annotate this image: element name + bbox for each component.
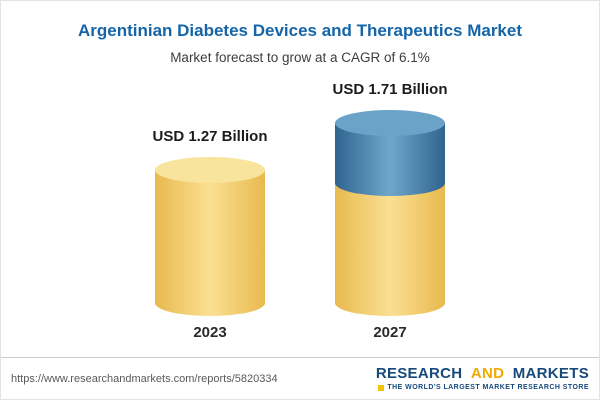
logo-word-markets: MARKETS: [512, 364, 589, 382]
cylinder-2027: [335, 110, 445, 316]
bars-area: USD 1.27 Billion 2023 USD 1.71 Billion 2…: [1, 81, 599, 341]
yellow-square-icon: [378, 385, 385, 392]
year-label-2027: 2027: [373, 324, 407, 341]
logo-tagline: THE WORLD'S LARGEST MARKET RESEARCH STOR…: [387, 384, 589, 392]
logo-word-and: AND: [470, 364, 505, 382]
footer: https://www.researchandmarkets.com/repor…: [1, 357, 599, 399]
cylinder-2023: [155, 157, 265, 316]
bar-group-2027: USD 1.71 Billion 2027: [315, 81, 465, 341]
logo-word-research: RESEARCH: [375, 364, 463, 382]
research-and-markets-logo: RESEARCH AND MARKETS THE WORLD'S LARGEST…: [376, 365, 589, 392]
chart-subtitle: Market forecast to grow at a CAGR of 6.1…: [170, 50, 430, 65]
logo-wordmark: RESEARCH AND MARKETS: [376, 365, 589, 382]
value-label-2027: USD 1.71 Billion: [332, 81, 448, 98]
value-label-2023: USD 1.27 Billion: [152, 128, 268, 145]
report-url: https://www.researchandmarkets.com/repor…: [11, 372, 278, 385]
chart-title: Argentinian Diabetes Devices and Therape…: [77, 21, 523, 40]
bar-group-2023: USD 1.27 Billion 2023: [135, 128, 285, 341]
logo-tagline-row: THE WORLD'S LARGEST MARKET RESEARCH STOR…: [376, 384, 589, 392]
year-label-2023: 2023: [193, 324, 227, 341]
